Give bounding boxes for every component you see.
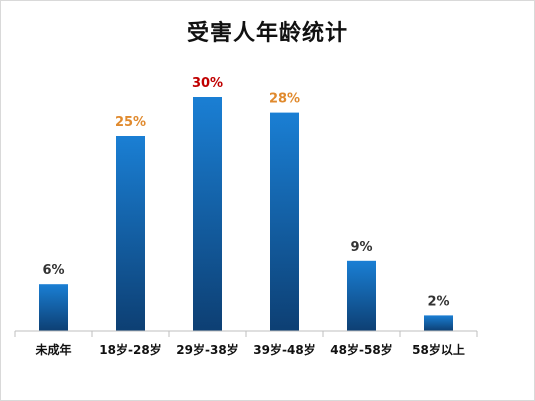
data-labels: 6% 25% 30% 28% 9% 2%	[42, 76, 449, 309]
x-tick-label: 29岁-38岁	[176, 342, 238, 357]
bar	[347, 260, 376, 331]
x-tick-label: 未成年	[34, 342, 71, 357]
data-label: 6%	[42, 263, 64, 278]
x-axis-ticks	[14, 331, 478, 337]
chart-title: 受害人年龄统计	[186, 20, 348, 46]
x-tick-label: 58岁以上	[412, 342, 465, 357]
data-label: 30%	[192, 76, 223, 91]
x-axis-labels: 未成年 18岁-28岁 29岁-38岁 39岁-48岁 48岁-58岁 58岁以上	[34, 342, 464, 357]
data-label: 2%	[427, 294, 449, 309]
x-tick-label: 39岁-48岁	[253, 342, 315, 357]
data-label: 25%	[115, 115, 146, 130]
bar-series	[39, 97, 453, 331]
bar	[116, 136, 145, 331]
data-label: 28%	[269, 92, 300, 107]
bar	[39, 284, 68, 331]
x-tick-label: 48岁-58岁	[330, 342, 392, 357]
data-label: 9%	[350, 240, 372, 255]
bar	[193, 97, 222, 331]
bar	[424, 315, 453, 331]
bar	[270, 112, 299, 331]
x-tick-label: 18岁-28岁	[99, 342, 161, 357]
